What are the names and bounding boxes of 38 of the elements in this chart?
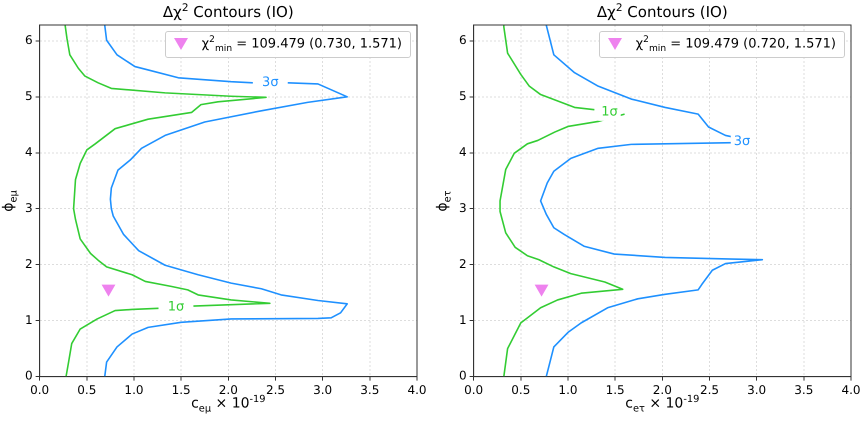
x-tick-label: 3.5: [794, 382, 814, 397]
y-tick-label: 3: [24, 200, 33, 215]
x-tick-label: 1.0: [558, 382, 578, 397]
y-tick-label: 3: [458, 200, 467, 215]
x-tick-label: 1.5: [172, 382, 191, 397]
y-tick-label: 1: [24, 312, 33, 327]
x-tick-label: 0.0: [30, 382, 50, 397]
y-tick-label: 4: [24, 144, 33, 159]
series-label: 1σ: [601, 104, 618, 120]
chart-title: Δχ$^{2}$ Contours (IO): [596, 2, 728, 21]
x-tick-label: 0.5: [511, 382, 530, 397]
y-tick-label: 2: [458, 256, 467, 271]
x-tick-label: 3.5: [360, 382, 380, 397]
x-tick-label: 0.5: [77, 382, 96, 397]
x-tick-label: 1.5: [606, 382, 625, 397]
chart-title: Δχ$^{2}$ Contours (IO): [162, 2, 294, 21]
x-tick-label: 3.0: [747, 382, 766, 397]
y-tick-label: 0: [24, 368, 33, 383]
y-tick-label: 5: [24, 88, 33, 103]
y-tick-label: 6: [458, 32, 467, 47]
y-tick-label: 2: [24, 256, 33, 271]
y-tick-label: 1: [458, 312, 467, 327]
x-tick-label: 2.5: [700, 382, 720, 397]
legend-label: χ$^{2}$$_{min}$ = 109.479 (0.720, 1.571): [636, 35, 836, 54]
x-tick-label: 4.0: [407, 382, 427, 397]
x-tick-label: 3.0: [313, 382, 332, 397]
y-tick-label: 6: [24, 32, 33, 47]
x-tick-label: 4.0: [841, 382, 861, 397]
x-tick-label: 2.5: [266, 382, 286, 397]
legend-label: χ$^{2}$$_{min}$ = 109.479 (0.730, 1.571): [202, 35, 402, 54]
y-tick-label: 4: [458, 144, 467, 159]
series-label: 3σ: [734, 134, 750, 150]
series-label: 1σ: [168, 300, 184, 315]
x-tick-label: 0.0: [464, 382, 484, 397]
x-tick-label: 1.0: [124, 382, 144, 397]
y-tick-label: 0: [458, 368, 467, 383]
series-label: 3σ: [262, 75, 279, 90]
y-tick-label: 5: [458, 88, 467, 103]
